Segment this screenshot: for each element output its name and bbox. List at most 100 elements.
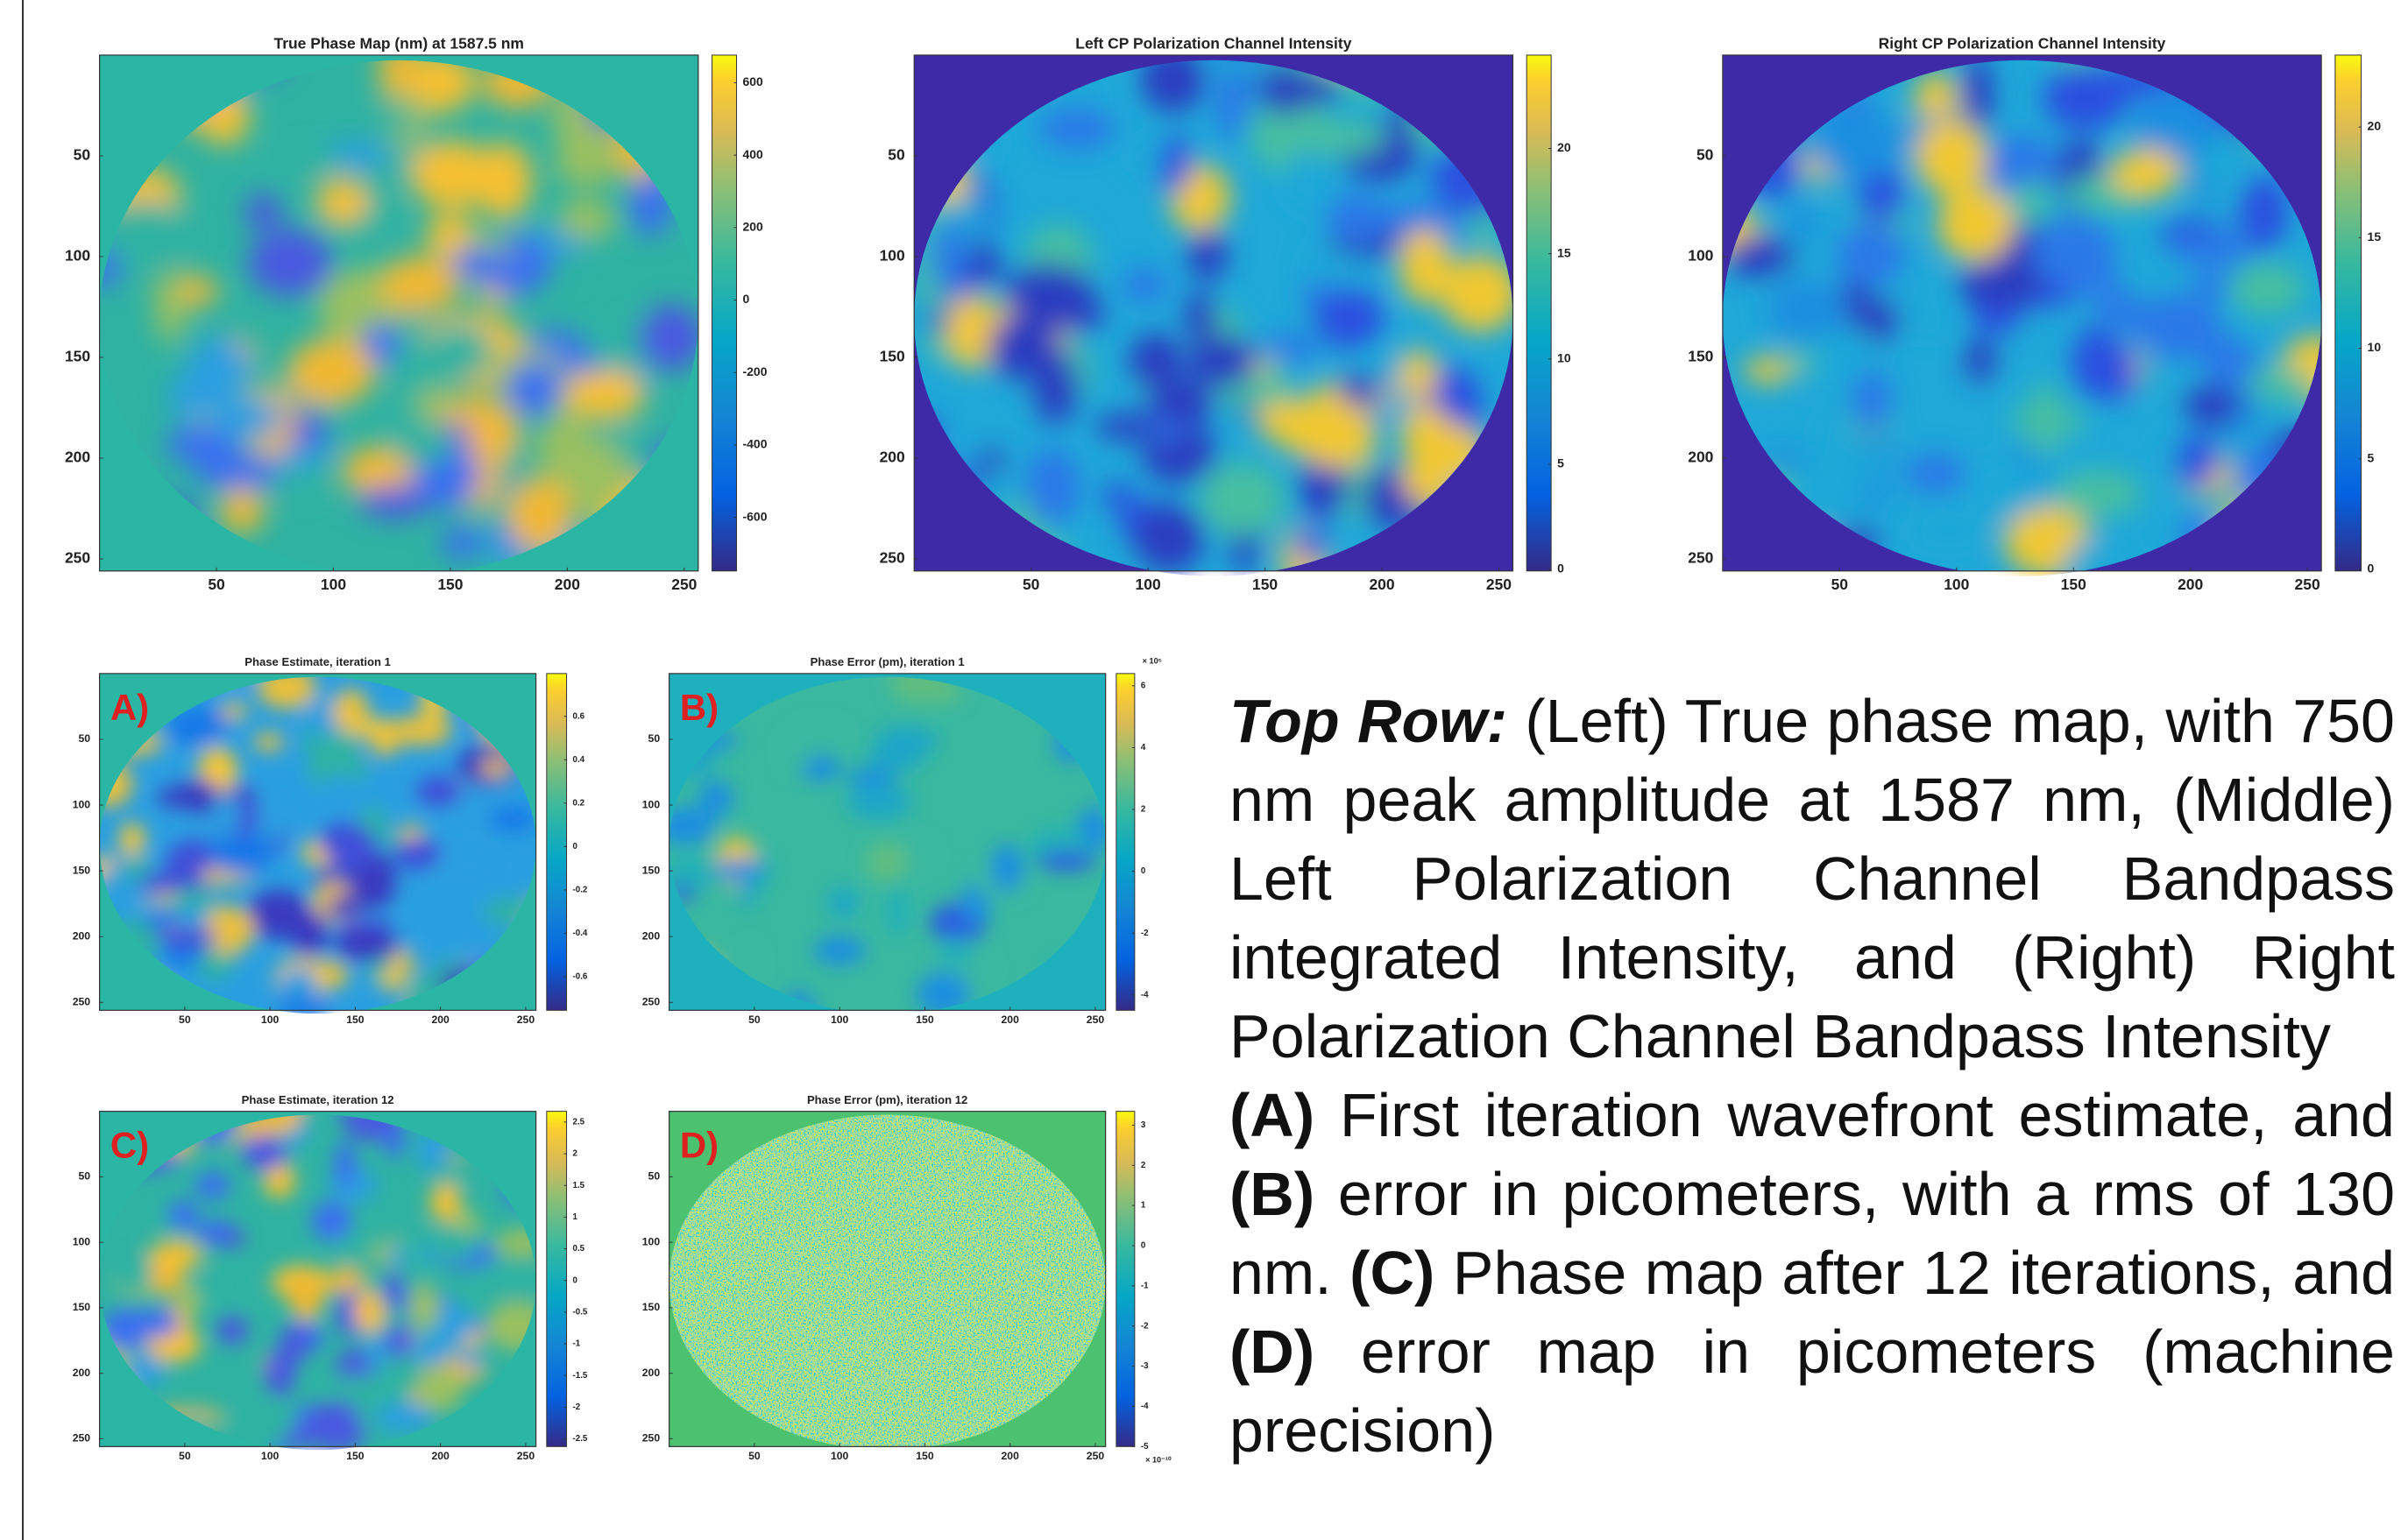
- blob: [1200, 463, 1285, 536]
- blob: [2184, 385, 2242, 427]
- blob: [370, 734, 400, 756]
- blob: [155, 271, 186, 344]
- colorbar-tick-label: 0: [1557, 562, 1564, 576]
- blob: [105, 201, 188, 264]
- panel-title: Phase Error (pm), iteration 12: [807, 1093, 967, 1106]
- y-tick-label: 50: [1696, 146, 1713, 164]
- blob: [177, 1282, 201, 1317]
- colorbar-tick-label: 1: [1141, 1201, 1146, 1211]
- colorbar-tick-label: 2: [573, 1149, 578, 1159]
- x-tick-label: 250: [1087, 1450, 1105, 1462]
- colorbar-tick-label: -0.6: [573, 971, 588, 981]
- blob: [187, 336, 251, 401]
- blob: [1314, 286, 1384, 350]
- blob: [791, 721, 849, 745]
- blob: [334, 928, 400, 962]
- x-tick-label: 100: [831, 1450, 849, 1462]
- blob: [813, 936, 866, 965]
- blob: [1835, 223, 1906, 286]
- y-tick-label: 100: [73, 798, 91, 810]
- caption-paragraph: Top Row: (Left) True phase map, with 750…: [1229, 682, 2395, 1076]
- blob: [1905, 307, 1953, 337]
- blob: [967, 243, 1001, 284]
- caption: Top Row: (Left) True phase map, with 750…: [1229, 682, 2395, 1470]
- blob: [2172, 232, 2255, 266]
- x-tick-label: 250: [1486, 576, 1512, 593]
- blob: [244, 193, 283, 230]
- colorbar-tick-label: 2: [1141, 805, 1146, 815]
- blob: [552, 436, 628, 513]
- blob: [2015, 179, 2049, 227]
- blob: [1958, 259, 2046, 308]
- colorbar-tick-label: -1.5: [573, 1371, 588, 1381]
- blob: [1004, 264, 1094, 321]
- x-tick-label: 100: [321, 576, 346, 593]
- blob: [415, 775, 463, 807]
- panel-title: Phase Estimate, iteration 1: [244, 655, 391, 668]
- blob: [990, 844, 1024, 892]
- blob: [393, 837, 442, 870]
- x-tick-label: 250: [517, 1014, 535, 1026]
- colorbar-tick-label: 10: [2368, 340, 2382, 354]
- blob: [846, 767, 896, 788]
- x-tick-label: 200: [2178, 576, 2203, 593]
- blob: [917, 971, 970, 1014]
- blob: [1187, 335, 1257, 387]
- axes-frame: [669, 673, 1107, 1011]
- blob: [437, 849, 501, 886]
- blob: [247, 229, 333, 297]
- blob: [290, 909, 329, 957]
- blob: [382, 1272, 406, 1309]
- x-tick-label: 150: [916, 1014, 934, 1026]
- heatmap-image: [669, 1114, 1106, 1447]
- blob: [2008, 406, 2086, 436]
- y-tick-label: 200: [880, 449, 905, 466]
- colorbar-tick-label: -200: [743, 364, 768, 378]
- x-tick-label: 200: [431, 1450, 450, 1462]
- blob: [322, 774, 359, 802]
- blob: [2230, 263, 2304, 315]
- caption-text: (C): [1349, 1239, 1435, 1307]
- panel: Phase Error (pm), iteration 1 50 100 150 200…: [642, 655, 1162, 1026]
- x-tick-label: 150: [346, 1450, 365, 1462]
- blob: [343, 446, 417, 498]
- y-tick-label: 150: [73, 1301, 91, 1313]
- caption-text: error in picometers, with a rms of 130 n…: [1229, 1160, 2395, 1307]
- colorbar-tick-label: 0: [2368, 562, 2375, 576]
- colorbar-tick-label: 0.5: [573, 1244, 585, 1254]
- y-tick-label: 200: [642, 929, 661, 942]
- blob: [1326, 193, 1388, 244]
- y-tick-label: 250: [642, 1432, 661, 1445]
- blob: [669, 856, 719, 888]
- blob: [1210, 60, 1262, 95]
- blob: [1858, 164, 1903, 224]
- blob: [417, 1367, 464, 1412]
- blob: [2086, 341, 2138, 401]
- blob: [193, 455, 282, 489]
- blob: [400, 1219, 423, 1263]
- blob: [148, 1307, 178, 1339]
- blob: [208, 397, 285, 439]
- colorbar-tick-label: -2: [1141, 929, 1149, 938]
- y-tick-label: 150: [880, 348, 905, 365]
- heatmap-image: [99, 60, 698, 576]
- blob: [1399, 227, 1451, 304]
- x-tick-label: 150: [346, 1014, 365, 1026]
- caption-text: (B): [1229, 1160, 1315, 1228]
- blob: [429, 1183, 461, 1222]
- blob: [2109, 148, 2181, 198]
- y-tick-label: 250: [880, 549, 905, 567]
- y-tick-label: 100: [880, 247, 905, 265]
- y-tick-label: 50: [79, 1170, 91, 1183]
- blob: [1122, 268, 1169, 302]
- x-tick-label: 100: [1136, 576, 1161, 593]
- blob: [387, 716, 453, 746]
- blob: [638, 304, 698, 371]
- axes-frame: [669, 1111, 1107, 1447]
- colorbar-tick-label: -4: [1141, 1402, 1149, 1411]
- colorbar-tick-label: 200: [743, 219, 764, 233]
- blob: [713, 858, 764, 881]
- colorbar-tick-label: 1.5: [573, 1181, 585, 1190]
- x-tick-label: 100: [261, 1014, 280, 1026]
- blob: [219, 1227, 244, 1249]
